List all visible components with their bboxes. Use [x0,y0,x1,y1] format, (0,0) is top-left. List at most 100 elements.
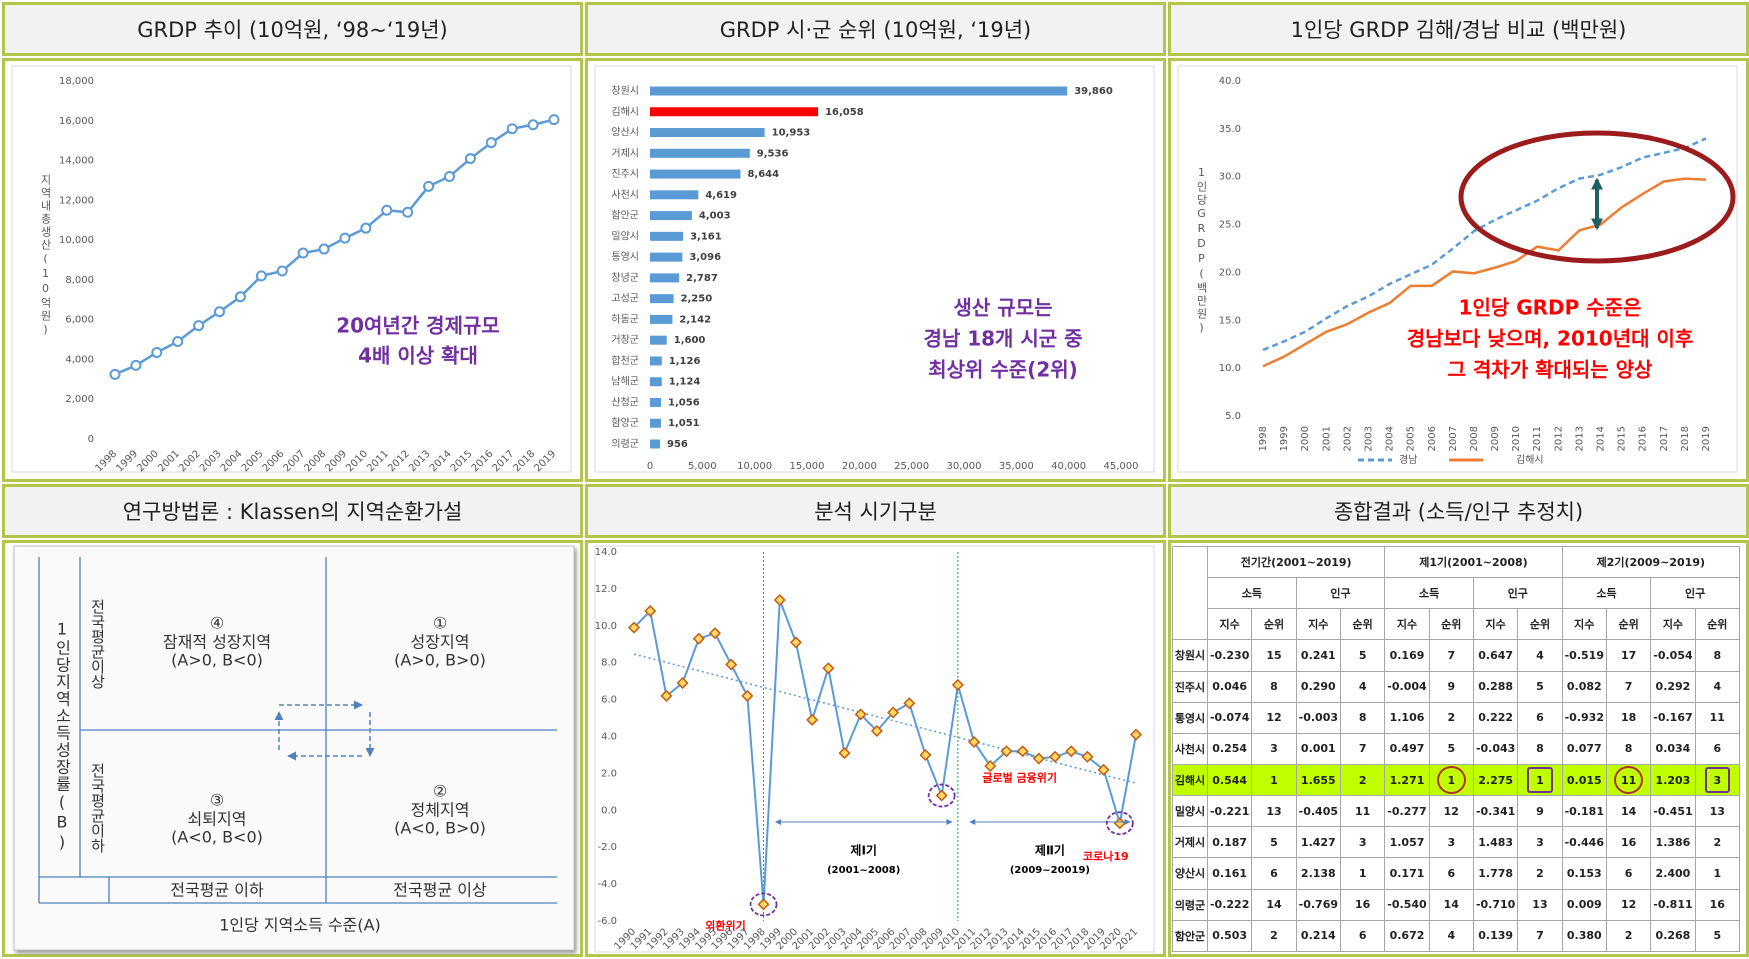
legend-label: 김해시 [1516,453,1544,466]
table-row: 김해시 0.544 1 1.655 2 1.271 1 2.275 1 0.015 11 1.203 3 [1172,763,1741,797]
point [527,119,539,131]
y-tick-label: 40.0 [1219,76,1241,87]
y-tick-label: 14,000 [59,156,94,167]
table-cell: 3 [1517,826,1563,859]
table-cell: 1.427 [1295,826,1341,859]
quadrant-number: ④ [210,614,224,633]
value-label: 2,787 [686,273,718,284]
table-cell: 지수 [1295,608,1341,641]
table-cell: 6 [1428,857,1474,890]
point [984,760,997,773]
y-tick-label: 35.0 [1219,124,1241,135]
highlight-ellipse [1458,130,1736,264]
table-cell: 0.001 [1295,732,1341,765]
table-cell: 7 [1339,732,1386,765]
table-cell: 1.483 [1472,826,1519,859]
event-marker [1105,811,1134,836]
table-cell: 8 [1339,701,1386,734]
chart: 0 5,000 10,000 15,000 20,000 25,000 30,000 35,0… [594,65,1155,473]
value-label: 16,058 [825,107,864,118]
y-tick-label: 4.0 [601,732,617,743]
table-cell: -0.540 [1384,888,1430,921]
table-cell: 0.153 [1561,857,1607,890]
annotation: 20여년간 경제규모 [336,314,500,338]
table-row: 진주시 0.046 8 0.290 4 -0.004 9 0.288 5 0.082 7 0.292 4 [1172,670,1741,703]
table-cell: -0.074 [1206,701,1253,734]
x-tick-label: 25,000 [894,461,929,472]
table-cell: 2.138 [1295,857,1341,890]
table-cell: 밀양시 [1172,795,1208,828]
point [1049,750,1062,763]
x-tick-label: 1998 [1258,426,1269,451]
panel-header: 연구방법론 : Klassen의 지역순환가설 [2,484,583,538]
table-cell: -0.181 [1561,795,1607,828]
table-cell: 1.386 [1650,826,1696,859]
table-cell: 의령군 [1172,888,1208,921]
table-cell: 3 [1251,732,1297,765]
x-tick-label: 10,000 [737,461,772,472]
y-tick-label: 10.0 [595,621,617,632]
table-cell: 0.288 [1472,670,1519,703]
table-cell: 2 [1251,919,1297,953]
point [109,368,121,380]
table-cell: 16 [1694,888,1741,921]
table-cell: 양산시 [1172,857,1208,890]
table-row: 밀양시 -0.221 13 -0.405 11 -0.277 12 -0.341 9 -0.181… [1172,795,1741,828]
y-tick-label: 0.0 [601,805,617,816]
y-tick-label: 고성군 [611,293,639,305]
y-tick-label: 5.0 [1225,411,1241,422]
table-cell: 0.290 [1295,670,1341,703]
band-label: 전국평균 이상 [393,881,487,900]
x-tick-label: 20,000 [842,461,877,472]
table-row: 통영시 -0.074 12 -0.003 8 1.106 2 0.222 6 -0.932 18 -0… [1172,701,1741,734]
point [838,747,851,760]
plot-frame [594,545,1155,953]
value-label: 1,056 [668,397,700,408]
table-cell: 0.672 [1384,919,1430,953]
point [297,247,309,259]
event-label: 글로벌 금융위기 [982,771,1057,785]
table-cell: 8 [1605,732,1652,765]
table-cell: 1 [1339,857,1386,890]
table-cell: 지수 [1561,608,1607,641]
x-tick-label: 1999 [1279,426,1290,451]
bar [650,377,662,387]
table-cell: 0.544 [1206,763,1253,797]
band-label: 전국평균 이하 [170,881,264,900]
point [708,627,721,640]
table-cell: 순위 [1251,608,1297,641]
table-cell: 0.497 [1384,732,1430,765]
table-cell: 2.400 [1650,857,1696,890]
series-line [1262,177,1707,368]
quadrant-condition: (A>0, B>0) [394,651,486,670]
x-tick-label: 2007 [1448,426,1459,451]
chart: -6.0-4.0-2.00.02.04.06.08.010.012.014.01… [594,545,1155,953]
point [822,662,835,675]
band-label: 전국평균이상 [89,599,107,689]
x-tick-label: 0 [647,461,653,472]
point [1016,745,1029,758]
x-tick-label: 2004 [1385,426,1396,451]
table-cell: -0.003 [1295,701,1341,734]
table-cell: 0.292 [1650,670,1696,703]
table-cell: 0.503 [1206,919,1253,953]
table-cell: -0.054 [1650,639,1696,672]
quadrant-number: ① [433,614,447,633]
x-tick-label: 2019 [1701,426,1712,451]
point [443,170,455,182]
x-tick-label: 2010 [1511,426,1522,451]
table-cell: 3 [1428,826,1474,859]
quadrant-name: 잠재적 성장지역 [163,633,271,652]
table-cell: 0.214 [1295,919,1341,953]
point [214,306,226,318]
annotation: 경남보다 낮으며, 2010년대 이후 [1407,327,1694,351]
value-label: 10,953 [772,128,811,139]
table-cell: 2 [1694,826,1741,859]
table-cell: -0.277 [1384,795,1430,828]
table-cell: 0.082 [1561,670,1607,703]
y-tick-label: 창녕군 [611,272,639,284]
table-cell: 12 [1251,701,1297,734]
table-cell: 2 [1339,763,1386,797]
y-tick-label: -6.0 [597,916,617,927]
table-cell: 1 [1694,857,1741,890]
